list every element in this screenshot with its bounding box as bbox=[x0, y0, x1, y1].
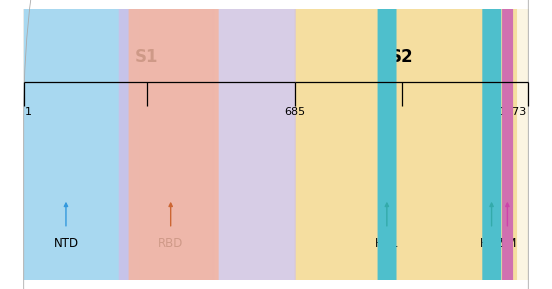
FancyBboxPatch shape bbox=[502, 0, 513, 289]
Text: RBD: RBD bbox=[158, 237, 183, 250]
Text: S1: S1 bbox=[135, 48, 159, 66]
FancyBboxPatch shape bbox=[378, 0, 396, 289]
FancyBboxPatch shape bbox=[482, 0, 501, 289]
FancyBboxPatch shape bbox=[119, 0, 215, 289]
FancyBboxPatch shape bbox=[211, 0, 296, 289]
FancyBboxPatch shape bbox=[24, 0, 140, 289]
FancyBboxPatch shape bbox=[129, 0, 219, 289]
Text: HR1: HR1 bbox=[375, 237, 399, 250]
FancyBboxPatch shape bbox=[295, 0, 517, 289]
Text: S2: S2 bbox=[390, 48, 413, 66]
Text: 685: 685 bbox=[285, 107, 306, 117]
Text: 1: 1 bbox=[24, 107, 31, 117]
Text: HR2: HR2 bbox=[479, 237, 504, 250]
Text: NTD: NTD bbox=[54, 237, 78, 250]
Text: 1273: 1273 bbox=[500, 107, 528, 117]
FancyBboxPatch shape bbox=[24, 0, 528, 289]
Text: TM: TM bbox=[498, 237, 516, 250]
